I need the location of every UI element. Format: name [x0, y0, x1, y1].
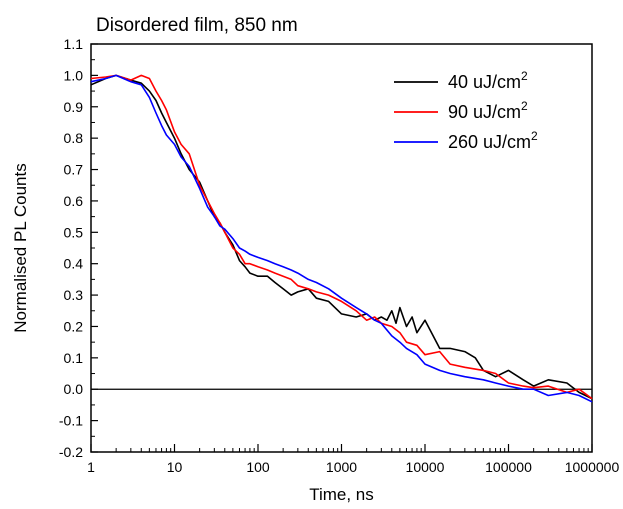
x-tick-label: 10: [167, 459, 183, 475]
y-tick-label: 0.9: [64, 99, 84, 115]
y-tick-label: -0.1: [59, 413, 83, 429]
legend: 40 uJ/cm2 90 uJ/cm2 260 uJ/cm2: [394, 69, 538, 152]
y-tick-label: -0.2: [59, 444, 83, 460]
x-tick-label: 100000: [485, 459, 532, 475]
y-tick-label: 0.0: [64, 381, 84, 397]
y-axis: -0.2 -0.1 0.0 0.1 0.2 0.3 0.4 0.5 0.6 0.7 0.8 0.9 1.…: [59, 36, 98, 460]
y-tick-label: 0.7: [64, 162, 84, 178]
legend-label-3: 260 uJ/cm2: [448, 129, 538, 152]
series-line-2: [90, 74, 593, 400]
x-tick-label: 1: [87, 459, 95, 475]
legend-label-2: 90 uJ/cm2: [448, 99, 528, 122]
y-tick-label: 0.6: [64, 193, 84, 209]
y-tick-label: 0.2: [64, 318, 84, 334]
series-line-3: [90, 74, 593, 403]
y-tick-label: 0.4: [64, 256, 84, 272]
x-axis-label: Time, ns: [309, 485, 374, 504]
y-tick-label: 1.0: [64, 67, 84, 83]
y-tick-label: 1.1: [64, 36, 84, 52]
series-line-1: [90, 74, 593, 400]
x-tick-label: 1000000: [565, 459, 620, 475]
legend-label-1: 40 uJ/cm2: [448, 69, 528, 92]
x-tick-label: 100: [246, 459, 270, 475]
x-tick-label: 1000: [326, 459, 357, 475]
y-tick-label: 0.1: [64, 350, 84, 366]
series-group: [90, 74, 593, 403]
x-tick-label: 10000: [406, 459, 445, 475]
y-tick-label: 0.5: [64, 224, 84, 240]
y-tick-label: 0.3: [64, 287, 84, 303]
chart-title: Disordered film, 850 nm: [96, 15, 298, 36]
y-tick-label: 0.8: [64, 130, 84, 146]
y-axis-label: Normalised PL Counts: [11, 163, 30, 332]
x-axis: 1 10 100 1000 10000 100000 1000000: [87, 444, 619, 475]
